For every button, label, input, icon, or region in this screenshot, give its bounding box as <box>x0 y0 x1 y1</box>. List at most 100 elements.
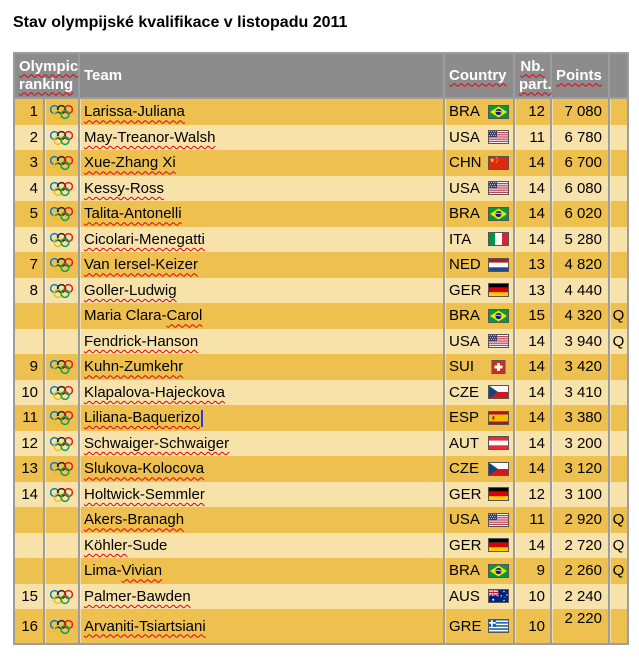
qualified-cell[interactable] <box>608 175 628 201</box>
rings-cell[interactable] <box>43 354 79 380</box>
country-cell[interactable]: USA <box>443 328 514 354</box>
team-cell[interactable]: Maria Clara-Carol <box>78 303 444 329</box>
rings-cell[interactable] <box>43 558 79 584</box>
participations-cell[interactable]: 14 <box>513 405 551 431</box>
country-cell[interactable]: BRA <box>443 201 514 227</box>
country-cell[interactable]: CZE <box>443 379 514 405</box>
qualified-cell[interactable]: Q <box>608 303 628 329</box>
country-cell[interactable]: USA <box>443 507 514 533</box>
rank-cell[interactable]: 8 <box>29 281 38 299</box>
rank-cell[interactable] <box>14 329 44 355</box>
participations-cell[interactable]: 13 <box>513 277 551 303</box>
rings-cell[interactable] <box>43 609 79 644</box>
team-cell[interactable]: Kessy-Ross <box>78 175 444 201</box>
rings-cell[interactable] <box>43 583 79 609</box>
team-cell[interactable]: Fendrick-Hanson <box>78 328 444 354</box>
qualified-cell[interactable] <box>608 277 628 303</box>
qualified-cell[interactable] <box>608 405 628 431</box>
points-cell[interactable]: 6 780 <box>550 124 609 150</box>
team-cell[interactable]: Larissa-Juliana <box>78 98 444 125</box>
participations-cell[interactable]: 14 <box>513 354 551 380</box>
rings-cell[interactable] <box>43 150 79 176</box>
rank-cell[interactable] <box>14 558 44 584</box>
country-cell[interactable]: SUI <box>443 354 514 380</box>
team-cell[interactable]: Klapalova-Hajeckova <box>78 379 444 405</box>
points-cell[interactable]: 7 080 <box>550 98 609 125</box>
rank-cell[interactable]: 6 <box>29 230 38 248</box>
participations-cell[interactable]: 14 <box>513 150 551 176</box>
qualified-cell[interactable]: Q <box>608 507 628 533</box>
participations-cell[interactable]: 12 <box>513 481 551 507</box>
country-cell[interactable]: AUS <box>443 583 514 609</box>
rank-cell[interactable]: 12 <box>21 434 38 452</box>
team-cell[interactable]: Xue-Zhang Xi <box>78 150 444 176</box>
country-cell[interactable]: GER <box>443 532 514 558</box>
team-cell[interactable]: Arvaniti-Tsiartsiani <box>78 609 444 644</box>
points-cell[interactable]: 5 280 <box>550 226 609 252</box>
team-cell[interactable]: May-Treanor-Walsh <box>78 124 444 150</box>
points-cell[interactable]: 2 920 <box>550 507 609 533</box>
team-cell[interactable]: Goller-Ludwig <box>78 277 444 303</box>
team-cell[interactable]: Schwaiger-Schwaiger <box>78 430 444 456</box>
team-cell[interactable]: Slukova-Kolocova <box>78 456 444 482</box>
points-cell[interactable]: 3 410 <box>550 379 609 405</box>
country-cell[interactable]: CZE <box>443 456 514 482</box>
country-cell[interactable]: AUT <box>443 430 514 456</box>
points-cell[interactable]: 6 080 <box>550 175 609 201</box>
points-cell[interactable]: 3 200 <box>550 430 609 456</box>
country-cell[interactable]: BRA <box>443 558 514 584</box>
qualified-cell[interactable] <box>608 354 628 380</box>
participations-cell[interactable]: 14 <box>513 430 551 456</box>
qualified-cell[interactable] <box>608 583 628 609</box>
qualified-cell[interactable]: Q <box>608 532 628 558</box>
team-cell[interactable]: Lima-Vivian <box>78 558 444 584</box>
participations-cell[interactable]: 14 <box>513 226 551 252</box>
qualified-cell[interactable] <box>608 430 628 456</box>
participations-cell[interactable]: 14 <box>513 175 551 201</box>
participations-cell[interactable]: 9 <box>513 558 551 584</box>
points-cell[interactable]: 3 380 <box>550 405 609 431</box>
rank-cell[interactable]: 14 <box>21 485 38 503</box>
participations-cell[interactable]: 14 <box>513 379 551 405</box>
rank-cell[interactable] <box>14 533 44 559</box>
rings-cell[interactable] <box>43 303 79 329</box>
qualified-cell[interactable] <box>608 379 628 405</box>
participations-cell[interactable]: 12 <box>513 98 551 125</box>
points-cell[interactable]: 3 940 <box>550 328 609 354</box>
participations-cell[interactable]: 13 <box>513 252 551 278</box>
rings-cell[interactable] <box>43 379 79 405</box>
points-cell[interactable]: 4 320 <box>550 303 609 329</box>
participations-cell[interactable]: 10 <box>513 583 551 609</box>
qualified-cell[interactable] <box>608 98 628 125</box>
rings-cell[interactable] <box>43 532 79 558</box>
points-cell[interactable]: 2 240 <box>550 583 609 609</box>
qualified-cell[interactable] <box>608 252 628 278</box>
qualified-cell[interactable]: Q <box>608 558 628 584</box>
rank-cell[interactable] <box>14 507 44 533</box>
qualified-cell[interactable] <box>608 150 628 176</box>
rank-cell[interactable]: 2 <box>29 128 38 146</box>
country-cell[interactable]: BRA <box>443 303 514 329</box>
points-cell[interactable]: 6 700 <box>550 150 609 176</box>
rank-cell[interactable]: 3 <box>29 154 38 172</box>
team-cell[interactable]: Talita-Antonelli <box>78 201 444 227</box>
rank-cell[interactable]: 9 <box>29 358 38 376</box>
rank-cell[interactable]: 1 <box>29 103 38 121</box>
rings-cell[interactable] <box>43 507 79 533</box>
country-cell[interactable]: ESP <box>443 405 514 431</box>
country-cell[interactable]: NED <box>443 252 514 278</box>
rings-cell[interactable] <box>43 226 79 252</box>
team-cell[interactable]: Köhler-Sude <box>78 532 444 558</box>
team-cell[interactable]: Cicolari-Menegatti <box>78 226 444 252</box>
rings-cell[interactable] <box>43 98 79 125</box>
participations-cell[interactable]: 11 <box>513 124 551 150</box>
rings-cell[interactable] <box>43 328 79 354</box>
points-cell[interactable]: 6 020 <box>550 201 609 227</box>
rings-cell[interactable] <box>43 252 79 278</box>
qualified-cell[interactable] <box>608 201 628 227</box>
participations-cell[interactable]: 14 <box>513 456 551 482</box>
participations-cell[interactable]: 10 <box>513 609 551 644</box>
rank-cell[interactable]: 10 <box>21 383 38 401</box>
rings-cell[interactable] <box>43 201 79 227</box>
rings-cell[interactable] <box>43 405 79 431</box>
